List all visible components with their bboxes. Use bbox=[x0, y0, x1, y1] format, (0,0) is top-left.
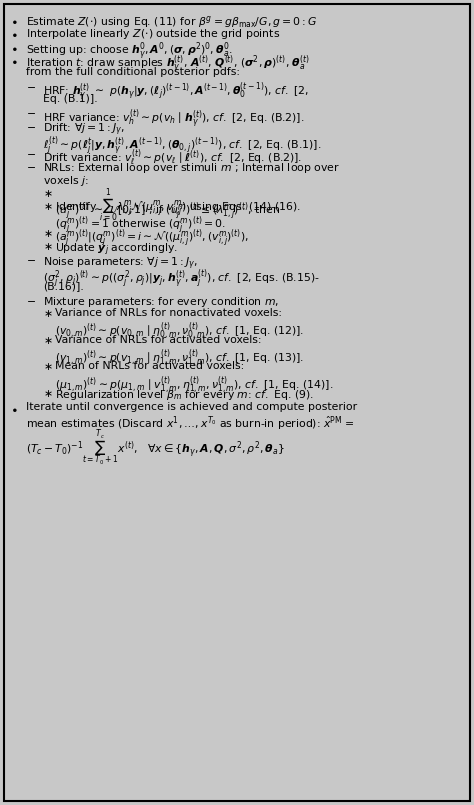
Text: Estimate $Z(\cdot)$ using Eq. (11) for $\beta^g = g\beta_{\mathrm{max}}/G, g = 0: Estimate $Z(\cdot)$ using Eq. (11) for $… bbox=[26, 14, 317, 30]
Text: $\ast$: $\ast$ bbox=[43, 388, 53, 399]
Text: $\bullet$: $\bullet$ bbox=[10, 14, 18, 27]
Text: Mean of NRLs for activated voxels:: Mean of NRLs for activated voxels: bbox=[55, 361, 245, 371]
Text: $\bullet$: $\bullet$ bbox=[10, 54, 18, 67]
Text: $(\mu_{1,m})^{(t)} \sim p(\mu_{1,m} \mid v^{(t)}_{1,m}, \eta^{(t)}_{1,m}, \nu^{(: $(\mu_{1,m})^{(t)} \sim p(\mu_{1,m} \mid… bbox=[55, 375, 333, 397]
Text: Mixture parameters: for every condition $m$,: Mixture parameters: for every condition … bbox=[43, 295, 280, 308]
Text: NRLs: External loop over stimuli $m$ ; Internal loop over: NRLs: External loop over stimuli $m$ ; I… bbox=[43, 161, 340, 175]
Text: $-$: $-$ bbox=[26, 161, 36, 171]
Text: $(q^m_j)^{(t)} = 1$ otherwise $(q^m_j)^{(t)} = 0$.: $(q^m_j)^{(t)} = 1$ otherwise $(q^m_j)^{… bbox=[55, 214, 226, 237]
Text: $\ell^{(t)}_j \sim p(\boldsymbol{\ell}^t_j | \boldsymbol{y}, \boldsymbol{h}^{(t): $\ell^{(t)}_j \sim p(\boldsymbol{\ell}^t… bbox=[43, 134, 322, 158]
Text: Eq. (B.1)].: Eq. (B.1)]. bbox=[43, 94, 98, 104]
Text: HRF: $\boldsymbol{h}^{(t)}_{\gamma}$ $\sim$ $p(\boldsymbol{h}_{\gamma} | \boldsy: HRF: $\boldsymbol{h}^{(t)}_{\gamma}$ $\s… bbox=[43, 80, 309, 104]
Text: $-$: $-$ bbox=[26, 121, 36, 131]
Text: from the full conditional posterior pdfs:: from the full conditional posterior pdfs… bbox=[26, 68, 240, 77]
Text: $-$: $-$ bbox=[26, 107, 36, 118]
Text: Update $\bar{\boldsymbol{y}}_j$ accordingly.: Update $\bar{\boldsymbol{y}}_j$ accordin… bbox=[55, 242, 178, 258]
Text: $(\sigma^2_j, \rho_j)^{(t)} \sim p((\sigma^2_j, \rho_j) | \boldsymbol{y}_j, \bol: $(\sigma^2_j, \rho_j)^{(t)} \sim p((\sig… bbox=[43, 268, 320, 291]
Text: $\ast$: $\ast$ bbox=[43, 201, 53, 212]
Text: $-$: $-$ bbox=[26, 147, 36, 158]
Text: Variance of NRLs for activated voxels:: Variance of NRLs for activated voxels: bbox=[55, 335, 262, 345]
Text: $-$: $-$ bbox=[26, 254, 36, 265]
Text: $\ast$: $\ast$ bbox=[43, 308, 53, 319]
Text: Setting up: choose $\boldsymbol{h}^0_{\gamma}, \boldsymbol{A}^0, (\boldsymbol{\s: Setting up: choose $\boldsymbol{h}^0_{\g… bbox=[26, 40, 232, 63]
Text: Drift variance: $v^{(t)}_{\ell} \sim p(v_{\ell} \mid \boldsymbol{\ell}^{(t)})$, : Drift variance: $v^{(t)}_{\ell} \sim p(v… bbox=[43, 147, 302, 168]
Text: $-$: $-$ bbox=[26, 80, 36, 91]
Text: Iteration $t$: draw samples $\boldsymbol{h}^{(t)}_{\gamma}$, $\boldsymbol{A}^{(t: Iteration $t$: draw samples $\boldsymbol… bbox=[26, 54, 310, 76]
Text: $(v_{0,m})^{(t)} \sim p(v_{0,m} \mid \eta^{(t)}_{0,m}, \nu^{(t)}_{0,m})$, $cf.$ : $(v_{0,m})^{(t)} \sim p(v_{0,m} \mid \et… bbox=[55, 321, 304, 344]
Text: $\bullet$: $\bullet$ bbox=[10, 40, 18, 54]
Text: $(a^m_j)^{(t)} | (q^m_j)^{(t)} = i \sim \mathcal{N}((\mu^m_{i,j})^{(t)}, (v^m_{i: $(a^m_j)^{(t)} | (q^m_j)^{(t)} = i \sim … bbox=[55, 228, 249, 250]
Text: $\ast$: $\ast$ bbox=[43, 335, 53, 345]
Text: Regularization level $\beta_m$ for every $m$: $cf.$ Eq. (9).: Regularization level $\beta_m$ for every… bbox=[55, 388, 314, 402]
Text: HRF variance: $v^{(t)}_h \sim p(v_h \mid \boldsymbol{h}^{(t)}_{\gamma})$, $cf.$ : HRF variance: $v^{(t)}_h \sim p(v_h \mid… bbox=[43, 107, 305, 131]
Text: $\ast$: $\ast$ bbox=[43, 361, 53, 373]
Text: Variance of NRLs for nonactivated voxels:: Variance of NRLs for nonactivated voxels… bbox=[55, 308, 282, 318]
Text: $-$: $-$ bbox=[26, 295, 36, 304]
Text: Identify $\sum_{i=0}^{1} \lambda^m_{i,j}\mathcal{N}(\mu^m_{i,j}, v^m_{i,j})$ usi: Identify $\sum_{i=0}^{1} \lambda^m_{i,j}… bbox=[55, 188, 301, 225]
Text: $(T_c - T_0)^{-1} \sum_{t=T_0+1}^{T_c} x^{(t)}$,   $\forall x \in \{\boldsymbol{: $(T_c - T_0)^{-1} \sum_{t=T_0+1}^{T_c} x… bbox=[26, 428, 284, 468]
Text: $(u^m_j)^{(t)}$ $\sim$ $\mathcal{U}[0,1]$ ; if $(u^m_j)^{(t)} \leq (\lambda^m_{1: $(u^m_j)^{(t)}$ $\sim$ $\mathcal{U}[0,1]… bbox=[55, 201, 281, 223]
Text: (B.16)].: (B.16)]. bbox=[43, 281, 84, 291]
Text: $\ast$: $\ast$ bbox=[43, 242, 53, 252]
Text: mean estimates (Discard $x^1, \ldots, x^{T_0}$ as burn-in period): $\hat{x}^{\ma: mean estimates (Discard $x^1, \ldots, x^… bbox=[26, 415, 355, 433]
Text: $\ast$: $\ast$ bbox=[43, 188, 53, 199]
Text: voxels $j$:: voxels $j$: bbox=[43, 175, 89, 188]
Text: $\bullet$: $\bullet$ bbox=[10, 27, 18, 40]
Text: $\bullet$: $\bullet$ bbox=[10, 402, 18, 415]
Text: $\ast$: $\ast$ bbox=[43, 228, 53, 239]
Text: Iterate until convergence is achieved and compute posterior: Iterate until convergence is achieved an… bbox=[26, 402, 357, 411]
Text: $(v_{1,m})^{(t)} \sim p(v_{1,m} \mid \eta^{(t)}_{1,m}, \nu^{(t)}_{1,m})$, $cf.$ : $(v_{1,m})^{(t)} \sim p(v_{1,m} \mid \et… bbox=[55, 348, 304, 370]
Text: Interpolate linearly $Z(\cdot)$ outside the grid points: Interpolate linearly $Z(\cdot)$ outside … bbox=[26, 27, 280, 41]
Text: Drift: $\forall j = 1 : J_{\gamma},$: Drift: $\forall j = 1 : J_{\gamma},$ bbox=[43, 121, 126, 138]
Text: Noise parameters: $\forall j = 1 : J_{\gamma},$: Noise parameters: $\forall j = 1 : J_{\g… bbox=[43, 254, 198, 272]
